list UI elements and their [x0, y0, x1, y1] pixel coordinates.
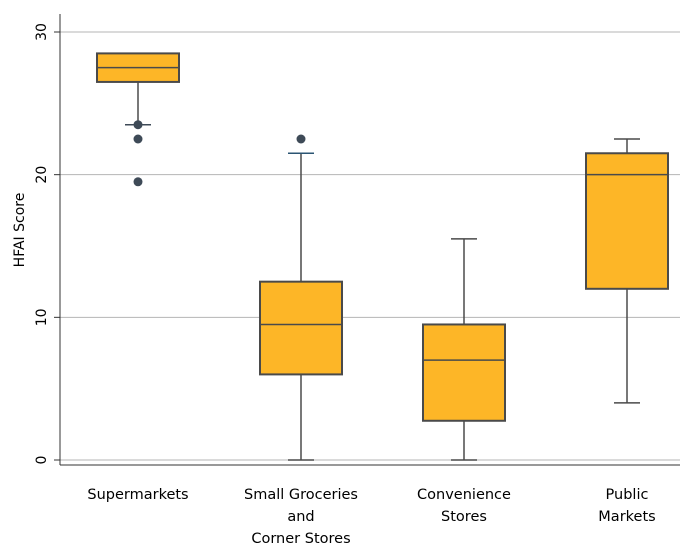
category-label: Supermarkets: [87, 487, 188, 503]
gridlines: [60, 31, 680, 461]
box-group: [259, 134, 343, 461]
category-label: Corner Stores: [251, 531, 350, 547]
outlier-point: [133, 120, 143, 130]
box-iqr: [259, 280, 343, 376]
box-iqr: [422, 323, 506, 422]
y-axis-label: HFAI Score: [12, 193, 28, 268]
y-tick-label: 20: [34, 166, 50, 184]
outlier-point: [296, 134, 306, 144]
y-tick-label: 30: [34, 23, 50, 41]
y-tick-label: 10: [34, 308, 50, 326]
category-label: Stores: [441, 509, 487, 525]
outlier-point: [133, 134, 143, 144]
box-group: [422, 238, 506, 461]
box-group: [585, 138, 669, 404]
axes: [59, 14, 680, 466]
outlier-point: [133, 177, 143, 187]
category-label: and: [287, 509, 314, 525]
category-label: Markets: [598, 509, 655, 525]
y-ticks: 0 10 20 30: [34, 23, 60, 464]
box-iqr: [585, 152, 669, 290]
category-label: Small Groceries: [244, 487, 358, 503]
category-labels: Supermarkets Small Groceries and Corner Sto…: [87, 487, 655, 547]
category-label: Convenience: [417, 487, 511, 503]
boxes: [96, 52, 669, 461]
box-group: [96, 52, 180, 187]
y-tick-label: 0: [34, 456, 50, 465]
category-label: Public: [606, 487, 649, 503]
